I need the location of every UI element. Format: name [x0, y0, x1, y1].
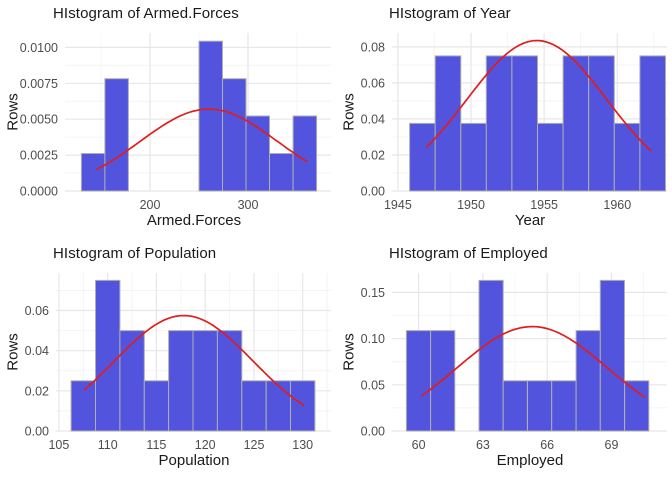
- svg-text:0.06: 0.06: [361, 76, 385, 90]
- plot-population: 0.00 0.02 0.04 0.06 105 110 115 120 125 130: [25, 273, 331, 452]
- svg-text:0.02: 0.02: [361, 149, 385, 163]
- plot-employed: 0.00 0.05 0.10 0.15 60 63 66 69: [361, 273, 667, 452]
- svg-text:0.02: 0.02: [25, 384, 49, 398]
- panel-title-armed-forces: HIstogram of Armed.Forces: [53, 5, 239, 22]
- svg-text:0.00: 0.00: [361, 425, 385, 439]
- y-axis-title-employed: Rows: [340, 333, 358, 371]
- panel-title-year: HIstogram of Year: [389, 5, 511, 22]
- svg-text:110: 110: [98, 438, 118, 452]
- svg-text:1950: 1950: [457, 198, 485, 212]
- svg-text:0.10: 0.10: [361, 332, 385, 346]
- svg-text:1955: 1955: [530, 198, 558, 212]
- svg-text:1960: 1960: [603, 198, 631, 212]
- svg-text:130: 130: [292, 438, 313, 452]
- y-axis-title-year: Rows: [340, 93, 358, 131]
- x-axis-title-year: Year: [514, 212, 546, 229]
- svg-text:115: 115: [146, 438, 166, 452]
- svg-text:125: 125: [244, 438, 265, 452]
- x-axis-title-employed: Employed: [496, 452, 564, 469]
- svg-text:0.15: 0.15: [361, 286, 385, 300]
- svg-text:0.0050: 0.0050: [20, 113, 58, 127]
- svg-text:63: 63: [476, 438, 490, 452]
- svg-text:0.0000: 0.0000: [20, 185, 58, 199]
- svg-text:1945: 1945: [384, 198, 412, 212]
- panel-employed: 0.00 0.05 0.10 0.15 60 63 66 69 HIstogram of Em…: [336, 240, 672, 480]
- svg-text:66: 66: [540, 438, 554, 452]
- svg-text:69: 69: [605, 438, 619, 452]
- panel-title-employed: HIstogram of Employed: [389, 245, 548, 262]
- x-axis-title-population: Population: [158, 452, 230, 469]
- panel-armed-forces: 0.0000 0.0025 0.0050 0.0075 0.0100 200 300 HIs…: [0, 0, 336, 240]
- svg-text:0.04: 0.04: [361, 112, 385, 126]
- panel-year: 0.00 0.02 0.04 0.06 0.08 1945 1950 1955 1960 HIs…: [336, 0, 672, 240]
- svg-text:0.0075: 0.0075: [20, 77, 58, 91]
- panel-title-population: HIstogram of Population: [53, 245, 217, 262]
- svg-text:60: 60: [412, 438, 426, 452]
- svg-text:0.0100: 0.0100: [20, 41, 58, 55]
- y-axis-title-armed-forces: Rows: [4, 93, 22, 131]
- plot-armed-forces: 0.0000 0.0025 0.0050 0.0075 0.0100 200 300: [20, 33, 331, 212]
- svg-text:0.00: 0.00: [25, 425, 49, 439]
- svg-text:200: 200: [140, 198, 161, 212]
- svg-text:300: 300: [238, 198, 259, 212]
- panel-population: 0.00 0.02 0.04 0.06 105 110 115 120 125 130 HIsto…: [0, 240, 336, 480]
- svg-text:120: 120: [195, 438, 216, 452]
- svg-text:0.08: 0.08: [361, 40, 385, 54]
- x-axis-title-armed-forces: Armed.Forces: [146, 212, 242, 229]
- svg-text:0.0025: 0.0025: [20, 149, 58, 163]
- svg-text:0.00: 0.00: [361, 185, 385, 199]
- svg-text:0.06: 0.06: [25, 304, 49, 318]
- svg-text:0.05: 0.05: [361, 378, 385, 392]
- svg-text:0.04: 0.04: [25, 344, 49, 358]
- y-axis-title-population: Rows: [4, 333, 22, 371]
- svg-text:105: 105: [48, 438, 69, 452]
- plot-year: 0.00 0.02 0.04 0.06 0.08 1945 1950 1955 1960: [361, 33, 667, 212]
